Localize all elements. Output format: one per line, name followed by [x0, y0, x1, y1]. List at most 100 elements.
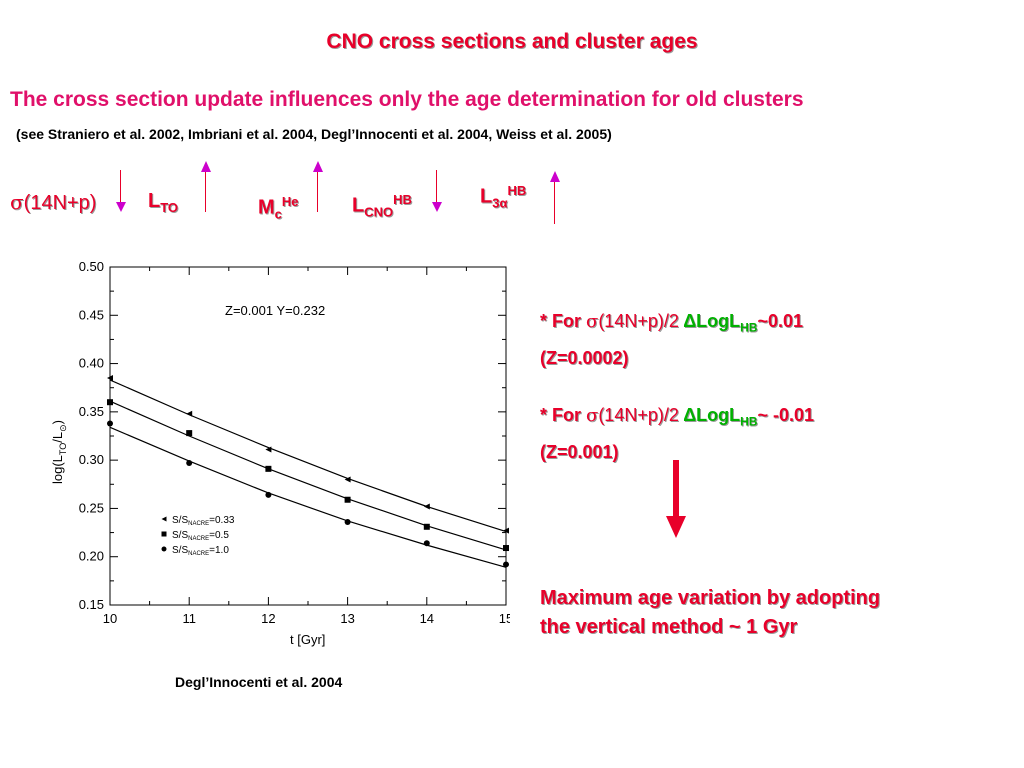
legend-entry: S/SNACRE=0.33 [172, 515, 235, 527]
legend-suffix: =0.33 [209, 515, 235, 526]
legend-marker-triangle [161, 516, 167, 522]
legend-sub: NACRE [188, 521, 209, 527]
legend-prefix: S/S [172, 530, 188, 541]
x-tick-label: 12 [261, 611, 275, 626]
figure-caption: Degl’Innocenti et al. 2004 [175, 674, 343, 690]
note-2: * For σ(14N+p)/2 ΔLogLHB~ -0.01 (Z=0.001… [540, 400, 814, 467]
y-tick-label: 0.25 [79, 500, 104, 515]
note-2-prefix: * For [540, 405, 587, 425]
legend-suffix: =0.5 [209, 530, 229, 541]
x-tick-label: 10 [103, 611, 117, 626]
y-label-sub: TO [58, 443, 68, 455]
legend-marker-circle [161, 546, 167, 552]
y-label-mid: /L [50, 432, 65, 443]
sigma-down-line [120, 170, 121, 210]
lto-up-arrow-icon [201, 161, 211, 172]
l3a-sub: 3α [492, 195, 508, 211]
x-axis-label: t [Gyr] [290, 632, 325, 647]
reaction-text: (14N+p) [23, 192, 97, 214]
axis-ticks: 10 11 12 13 14 15 0.15 0.20 0.25 0.30 0.35 0.40 0.45… [79, 259, 510, 626]
sigma-14np-label: σ(14N+p) [10, 190, 96, 215]
lto-label: LTO [148, 190, 178, 215]
data-point-square [186, 430, 193, 437]
data-point-triangle [186, 410, 193, 417]
conclusion-line-2: the vertical method ~ 1 Gyr [540, 616, 798, 638]
mc-sub: c [274, 206, 282, 222]
y-tick-label: 0.35 [79, 404, 104, 419]
big-down-arrow-icon [666, 460, 686, 538]
fit-line-fit-0.5 [109, 400, 507, 551]
data-point-triangle [423, 503, 430, 510]
l3a-hb-label: L3αHB [480, 183, 526, 211]
sigma-down-arrow-icon [116, 202, 126, 212]
lto-main: L [148, 190, 161, 212]
lcno-down-line [436, 170, 437, 210]
references: (see Straniero et al. 2002, Imbriani et … [16, 126, 612, 142]
note-2-sigma: σ [586, 405, 599, 426]
y-tick-label: 0.30 [79, 452, 104, 467]
data-point-triangle [107, 375, 113, 382]
slide-subtitle: The cross section update influences only… [10, 88, 804, 111]
chart-annotation: Z=0.001 Y=0.232 [225, 303, 325, 318]
note-1-delta: ΔLogL [683, 311, 741, 331]
data-point-square [107, 399, 113, 406]
legend-suffix: =1.0 [209, 545, 229, 556]
note-1-reaction: (14N+p)/2 [598, 311, 679, 331]
mc-up-line [317, 166, 318, 212]
data-point-triangle [344, 476, 351, 483]
fit-lines [109, 379, 507, 568]
lto-sub: TO [160, 200, 179, 215]
note-1-prefix: * For [540, 311, 587, 331]
legend-entry: S/SNACRE=0.5 [172, 530, 229, 542]
fit-line-fit-1.0 [109, 426, 507, 568]
mc-up-arrow-icon [313, 161, 323, 172]
data-point-circle [344, 518, 351, 525]
data-point-triangle [265, 446, 272, 453]
x-tick-label: 15 [499, 611, 510, 626]
note-1: * For σ(14N+p)/2 ΔLogLHB~0.01 (Z=0.0002) [540, 306, 803, 373]
note-2-delta: ΔLogL [683, 405, 741, 425]
fit-line-fit-0.33 [109, 379, 507, 533]
mc-he-label: McHe [258, 194, 299, 222]
y-tick-label: 0.50 [79, 259, 104, 274]
note-1-value: ~0.01 [757, 311, 804, 331]
l3a-up-line [554, 176, 555, 224]
mc-main: M [258, 196, 275, 219]
lcno-hb-label: LCNOHB [352, 192, 412, 220]
legend-marker-square [161, 531, 167, 537]
chart-legend: S/SNACRE=0.33S/SNACRE=0.5S/SNACRE=1.0 [161, 515, 235, 557]
lcno-main: L [352, 194, 365, 217]
note-1-z: (Z=0.0002) [540, 347, 629, 368]
data-point-circle [265, 491, 272, 498]
legend-prefix: S/S [172, 515, 188, 526]
y-label-sub2: ⊙ [58, 424, 68, 432]
data-point-triangle [503, 527, 509, 534]
data-points [107, 375, 509, 568]
lcno-sub: CNO [364, 204, 394, 220]
note-2-z: (Z=0.001) [540, 441, 619, 462]
note-2-reaction: (14N+p)/2 [598, 405, 679, 425]
y-tick-label: 0.20 [79, 549, 104, 564]
y-tick-label: 0.45 [79, 307, 104, 322]
data-point-square [344, 496, 351, 503]
data-point-square [423, 523, 430, 530]
lto-up-line [205, 166, 206, 212]
data-point-circle [107, 420, 113, 427]
conclusion: Maximum age variation by adopting the ve… [540, 584, 990, 642]
l3a-sup: HB [507, 183, 527, 198]
lcno-sup: HB [393, 192, 412, 207]
legend-entry: S/SNACRE=1.0 [172, 545, 229, 557]
y-label-main: log(L [50, 455, 65, 484]
luminosity-age-chart: Z=0.001 Y=0.232 t [Gyr] log(LTO/L⊙) 10 11… [50, 259, 510, 647]
note-2-sub: HB [740, 414, 758, 429]
data-point-square [503, 545, 509, 552]
data-point-circle [186, 460, 193, 467]
conclusion-line-1: Maximum age variation by adopting [540, 587, 881, 609]
data-point-square [265, 465, 272, 472]
x-tick-label: 14 [420, 611, 434, 626]
mc-sup: He [281, 194, 299, 209]
y-axis-label: log(LTO/L⊙) [50, 420, 68, 484]
l3a-main: L [480, 185, 493, 208]
sigma-symbol: σ [10, 190, 24, 214]
note-1-sub: HB [740, 320, 758, 335]
